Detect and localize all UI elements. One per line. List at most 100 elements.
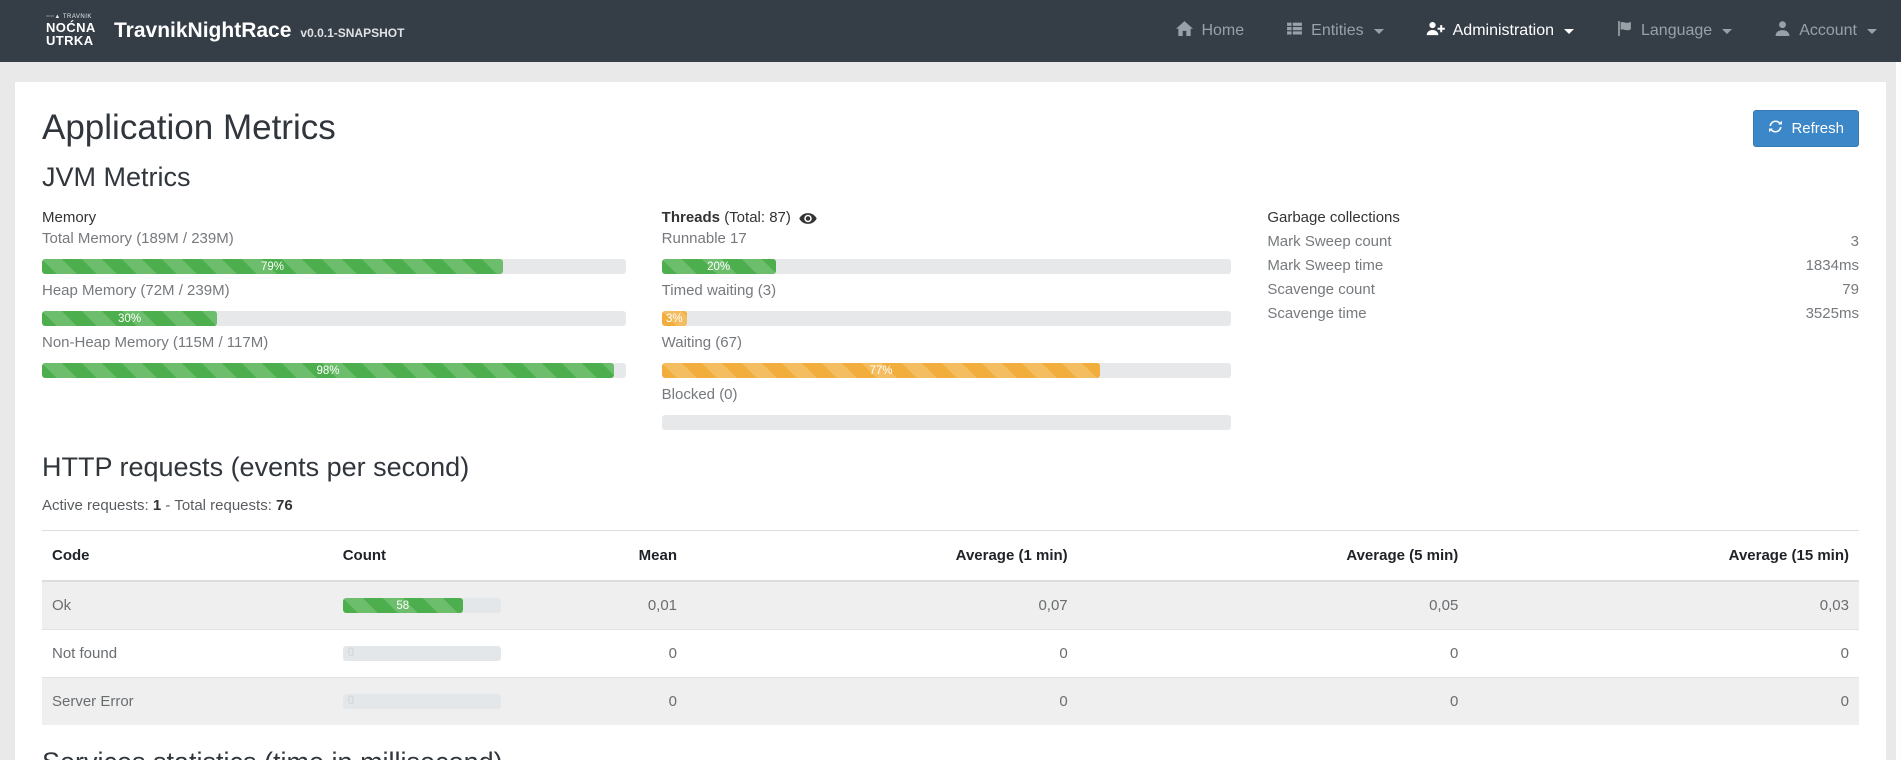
http-requests-table: Code Count Mean Average (1 min) Average … bbox=[42, 530, 1859, 725]
page-title: Application Metrics bbox=[42, 108, 336, 147]
waiting-label: Waiting (67) bbox=[661, 334, 742, 351]
avg1-cell: 0 bbox=[687, 629, 1078, 678]
refresh-label: Refresh bbox=[1791, 119, 1844, 137]
progress-bar-label: 79% bbox=[261, 260, 285, 273]
garbage-heading: Garbage collections bbox=[1267, 209, 1400, 226]
gc-label: Scavenge count bbox=[1267, 281, 1375, 298]
top-navbar: ╌╌▲ TRAVNIK NOĆNA UTRKA TravnikNightRace… bbox=[0, 0, 1901, 62]
avg5-cell: 0 bbox=[1077, 677, 1469, 725]
http-requests-heading: HTTP requests (events per second) bbox=[42, 452, 470, 482]
gc-label: Mark Sweep time bbox=[1267, 257, 1384, 274]
avg5-cell: 0 bbox=[1077, 629, 1469, 678]
table-row-ok: Ok 58 0,01 0,07 0,05 0,03 bbox=[42, 581, 1859, 630]
nav-item-account[interactable]: Account bbox=[1774, 20, 1877, 42]
heap-memory-label: Heap Memory (72M / 239M) bbox=[42, 282, 230, 299]
chevron-down-icon bbox=[1373, 28, 1384, 34]
logo-top-text: ╌╌▲ TRAVNIK bbox=[46, 14, 92, 21]
metrics-page: Application Metrics Refresh JVM Metrics … bbox=[15, 82, 1886, 760]
chevron-down-icon bbox=[1867, 28, 1877, 34]
avg15-cell: 0,03 bbox=[1819, 597, 1849, 614]
app-logo[interactable]: ╌╌▲ TRAVNIK NOĆNA UTRKA bbox=[46, 14, 95, 49]
gc-value: 3 bbox=[1850, 233, 1859, 250]
code-cell: Not found bbox=[42, 629, 333, 678]
progress-bar-label: 98% bbox=[316, 364, 340, 377]
count-cell: 58 bbox=[333, 581, 533, 630]
home-icon bbox=[1176, 20, 1194, 42]
zero-count-label: 0 bbox=[347, 647, 355, 659]
column-header-count: Count bbox=[332, 530, 533, 582]
active-requests-label: Active requests: bbox=[42, 497, 149, 514]
count-progress: 0 bbox=[342, 694, 501, 709]
progress-bar-label: 3% bbox=[665, 312, 683, 325]
progress-bar-label: 20% bbox=[707, 260, 731, 273]
nav-item-label: Administration bbox=[1452, 22, 1554, 39]
total-requests-value: 76 bbox=[276, 497, 293, 514]
progress-bar: 58 bbox=[342, 598, 463, 613]
table-header-row: Code Count Mean Average (1 min) Average … bbox=[42, 530, 1859, 582]
zero-count-label: 0 bbox=[347, 695, 355, 707]
nav-item-home[interactable]: Home bbox=[1176, 20, 1244, 42]
memory-column: Memory Total Memory (189M / 239M) 79% He… bbox=[42, 209, 648, 438]
progress-bar-label: 77% bbox=[869, 364, 893, 377]
avg1-cell: 0 bbox=[687, 677, 1078, 725]
gc-row: Mark Sweep count 3 bbox=[1267, 230, 1859, 254]
runnable-progress: 20% bbox=[661, 259, 1232, 274]
column-header-code: Code bbox=[42, 530, 333, 582]
code-cell: Server Error bbox=[42, 677, 333, 725]
user-plus-icon bbox=[1426, 20, 1445, 42]
nav-item-administration[interactable]: Administration bbox=[1426, 20, 1574, 42]
mean-cell: 0 bbox=[532, 677, 688, 725]
list-icon bbox=[1286, 20, 1303, 42]
blocked-label: Blocked (0) bbox=[661, 386, 738, 403]
count-cell: 0 bbox=[332, 677, 533, 725]
main-nav: Home Entities Administration Language bbox=[1176, 20, 1877, 42]
garbage-column: Garbage collections Mark Sweep count 3 M… bbox=[1253, 209, 1859, 438]
progress-bar-label: 30% bbox=[118, 312, 142, 325]
brand[interactable]: TravnikNightRace v0.0.1-SNAPSHOT bbox=[114, 19, 404, 43]
nav-item-label: Entities bbox=[1311, 22, 1364, 39]
progress-bar: 98% bbox=[42, 363, 614, 378]
nav-item-label: Language bbox=[1641, 22, 1713, 39]
column-header-avg15: Average (15 min) bbox=[1468, 530, 1859, 582]
gc-value: 79 bbox=[1842, 281, 1859, 298]
count-cell: 0 bbox=[332, 629, 533, 678]
threads-column: Threads (Total: 87) Runnable 17 20% Time… bbox=[648, 209, 1254, 438]
count-progress: 58 bbox=[342, 598, 501, 613]
user-icon bbox=[1774, 20, 1791, 42]
gc-row: Scavenge time 3525ms bbox=[1267, 302, 1859, 326]
jvm-metrics-row: Memory Total Memory (189M / 239M) 79% He… bbox=[42, 209, 1859, 438]
threads-total-label: (Total: 87) bbox=[724, 209, 791, 226]
gc-value: 3525ms bbox=[1805, 305, 1859, 322]
gc-value: 1834ms bbox=[1805, 257, 1859, 274]
requests-summary: Active requests: 1 - Total requests: 76 bbox=[42, 497, 1859, 514]
column-header-avg1: Average (1 min) bbox=[687, 530, 1078, 582]
total-memory-label: Total Memory (189M / 239M) bbox=[42, 230, 234, 247]
table-row-not-found: Not found 0 0 0 0 0 bbox=[42, 629, 1859, 678]
flag-icon bbox=[1616, 20, 1633, 42]
timed-waiting-label: Timed waiting (3) bbox=[661, 282, 777, 299]
active-requests-value: 1 bbox=[152, 497, 162, 514]
brand-version: v0.0.1-SNAPSHOT bbox=[300, 26, 405, 40]
progress-bar-label: 58 bbox=[396, 599, 410, 612]
refresh-button[interactable]: Refresh bbox=[1753, 109, 1859, 147]
total-requests-label: Total requests: bbox=[174, 497, 272, 514]
eye-icon[interactable] bbox=[799, 213, 817, 224]
nonheap-memory-progress: 98% bbox=[42, 363, 626, 378]
gc-label: Scavenge time bbox=[1267, 305, 1367, 322]
gc-row: Mark Sweep time 1834ms bbox=[1267, 254, 1859, 278]
heap-memory-progress: 30% bbox=[42, 311, 626, 326]
scrollbar[interactable] bbox=[1896, 62, 1901, 760]
threads-heading: Threads (Total: 87) bbox=[662, 209, 1232, 226]
chevron-down-icon bbox=[1564, 28, 1574, 34]
nav-item-entities[interactable]: Entities bbox=[1286, 20, 1384, 42]
mean-cell: 0 bbox=[532, 629, 688, 678]
table-row-server-error: Server Error 0 0 0 0 0 bbox=[42, 677, 1859, 725]
column-header-mean: Mean bbox=[532, 530, 688, 582]
gc-label: Mark Sweep count bbox=[1267, 233, 1392, 250]
blocked-progress bbox=[661, 415, 1232, 430]
nav-item-language[interactable]: Language bbox=[1616, 20, 1733, 42]
runnable-label: Runnable 17 bbox=[661, 230, 747, 247]
mean-cell: 0,01 bbox=[647, 597, 678, 614]
logo-line2: UTRKA bbox=[46, 33, 94, 49]
column-header-avg5: Average (5 min) bbox=[1077, 530, 1469, 582]
